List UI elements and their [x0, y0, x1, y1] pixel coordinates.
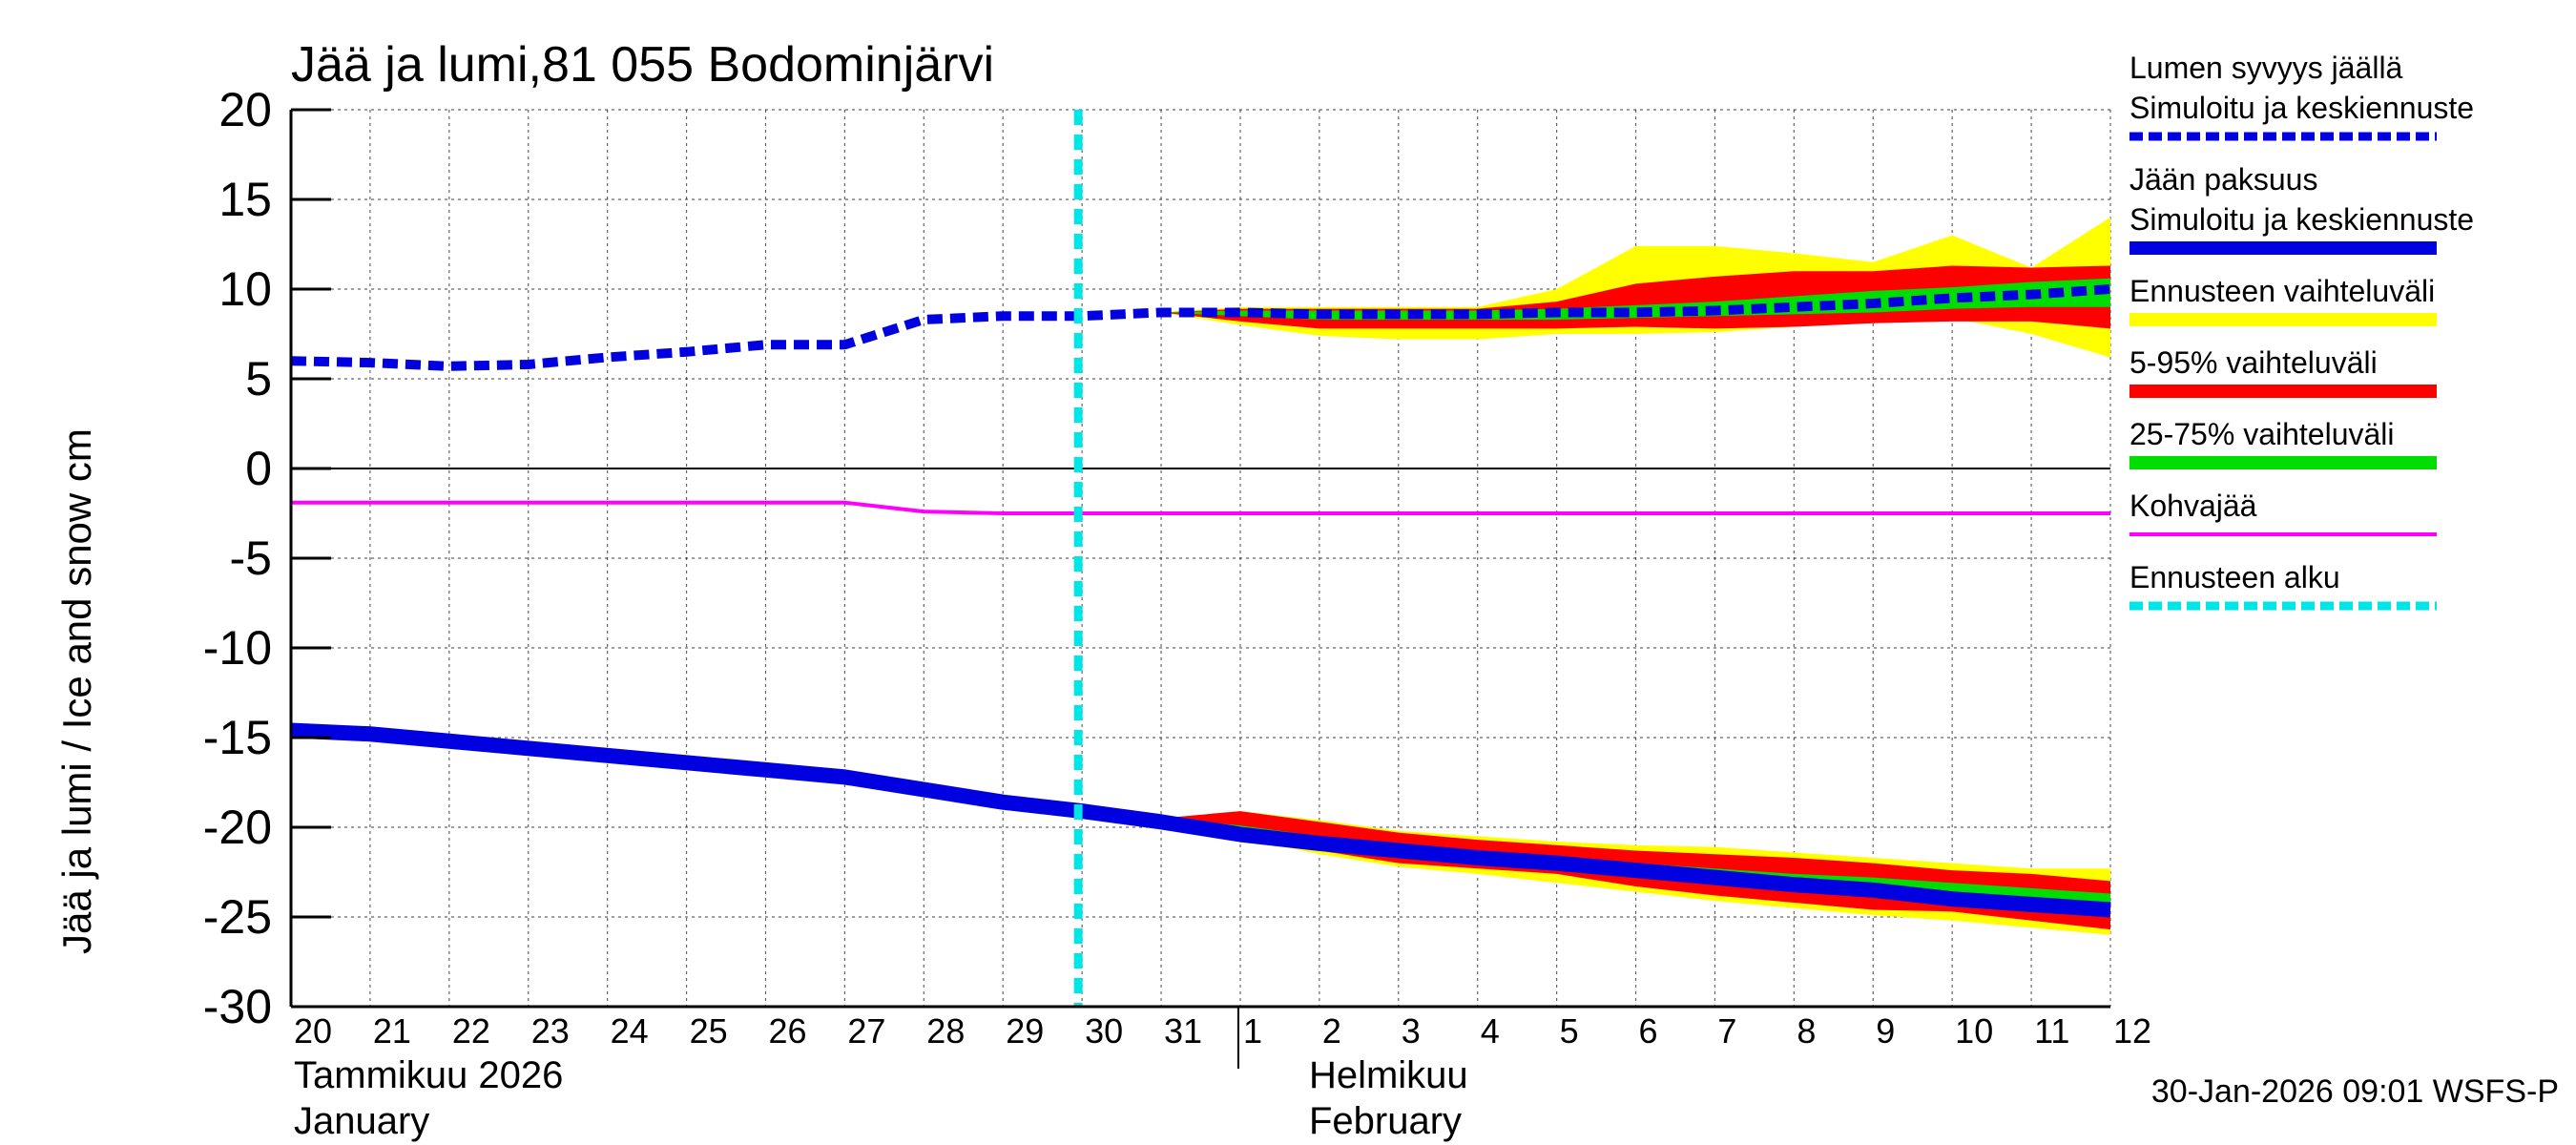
- x-tick-label: 21: [373, 1011, 411, 1051]
- month-label-fi: Tammikuu 2026: [294, 1054, 563, 1096]
- x-tick-label: 28: [926, 1011, 965, 1051]
- y-tick-label: -5: [230, 531, 272, 585]
- y-axis-label: Jää ja lumi / Ice and snow cm: [54, 428, 99, 954]
- series-lines: [290, 110, 2111, 1007]
- x-tick-label: 12: [2113, 1011, 2151, 1051]
- y-tick-label: -15: [203, 711, 272, 764]
- y-tick-label: 0: [245, 442, 272, 495]
- x-tick-label: 23: [531, 1011, 570, 1051]
- legend-label: Kohvajää: [2129, 489, 2257, 523]
- y-tick-label: -20: [203, 801, 272, 854]
- y-tick-label: 5: [245, 352, 272, 406]
- legend: Lumen syvyys jäällä Simuloitu ja keskienn…: [2129, 51, 2474, 611]
- legend-label: Lumen syvyys jäällä: [2129, 51, 2403, 85]
- x-tick-label: 20: [294, 1011, 332, 1051]
- y-tick-label: 10: [218, 262, 272, 316]
- legend-label: Ennusteen alku: [2129, 560, 2340, 594]
- x-tick-label: 10: [1955, 1011, 1993, 1051]
- x-tick-label: 5: [1560, 1011, 1579, 1051]
- y-tick-label: -10: [203, 621, 272, 675]
- footer-timestamp: 30-Jan-2026 09:01 WSFS-P: [2151, 1073, 2559, 1110]
- x-tick-label: 24: [611, 1011, 649, 1051]
- snow-depth-line: [290, 284, 2111, 371]
- month-label-en: January: [294, 1100, 429, 1142]
- month-label-en: February: [1309, 1100, 1462, 1142]
- x-tick-label: 27: [847, 1011, 885, 1051]
- x-tick-label: 7: [1717, 1011, 1736, 1051]
- legend-label: Simuloitu ja keskiennuste: [2129, 202, 2474, 237]
- x-tick-label: 11: [2034, 1011, 2069, 1051]
- chart-title: Jää ja lumi,81 055 Bodominjärvi: [291, 37, 994, 93]
- y-tick-label: -25: [203, 890, 272, 944]
- x-tick-labels: 20 21 22 23 24 25 26 27 28 29 30 31 1 2 3 4 5 6 7 8 9 10 11 12: [294, 1011, 2151, 1051]
- x-tick-label: 1: [1243, 1011, 1262, 1051]
- x-tick-label: 3: [1402, 1011, 1421, 1051]
- y-tick-label: 20: [218, 83, 272, 136]
- legend-label: Ennusteen vaihteluväli: [2129, 274, 2435, 308]
- x-tick-label: 6: [1639, 1011, 1658, 1051]
- legend-label: Simuloitu ja keskiennuste: [2129, 91, 2474, 125]
- x-tick-label: 2: [1322, 1011, 1341, 1051]
- legend-label: 5-95% vaihteluväli: [2129, 345, 2378, 380]
- legend-label: Jään paksuus: [2129, 162, 2317, 197]
- x-tick-label: 25: [690, 1011, 728, 1051]
- x-tick-label: 30: [1085, 1011, 1123, 1051]
- legend-label: 25-75% vaihteluväli: [2129, 417, 2395, 451]
- y-tick-label: -30: [203, 980, 272, 1033]
- x-tick-label: 26: [768, 1011, 806, 1051]
- snow-5-95-band: [1161, 228, 2110, 364]
- x-tick-label: 8: [1797, 1011, 1816, 1051]
- x-tick-label: 22: [452, 1011, 490, 1051]
- x-tick-label: 31: [1164, 1011, 1202, 1051]
- plot-frame: [289, 108, 2110, 1069]
- y-tick-labels: 20 15 10 5 0 -5 -10 -15 -20 -25 -30: [203, 83, 272, 1033]
- y-tick-label: 15: [218, 173, 272, 226]
- ice-thickness-line: [290, 722, 2111, 918]
- month-label-fi: Helmikuu: [1309, 1054, 1468, 1096]
- x-tick-label: 29: [1006, 1011, 1044, 1051]
- slush-ice-line: [291, 500, 2110, 515]
- x-tick-label: 4: [1481, 1011, 1500, 1051]
- x-tick-label: 9: [1876, 1011, 1895, 1051]
